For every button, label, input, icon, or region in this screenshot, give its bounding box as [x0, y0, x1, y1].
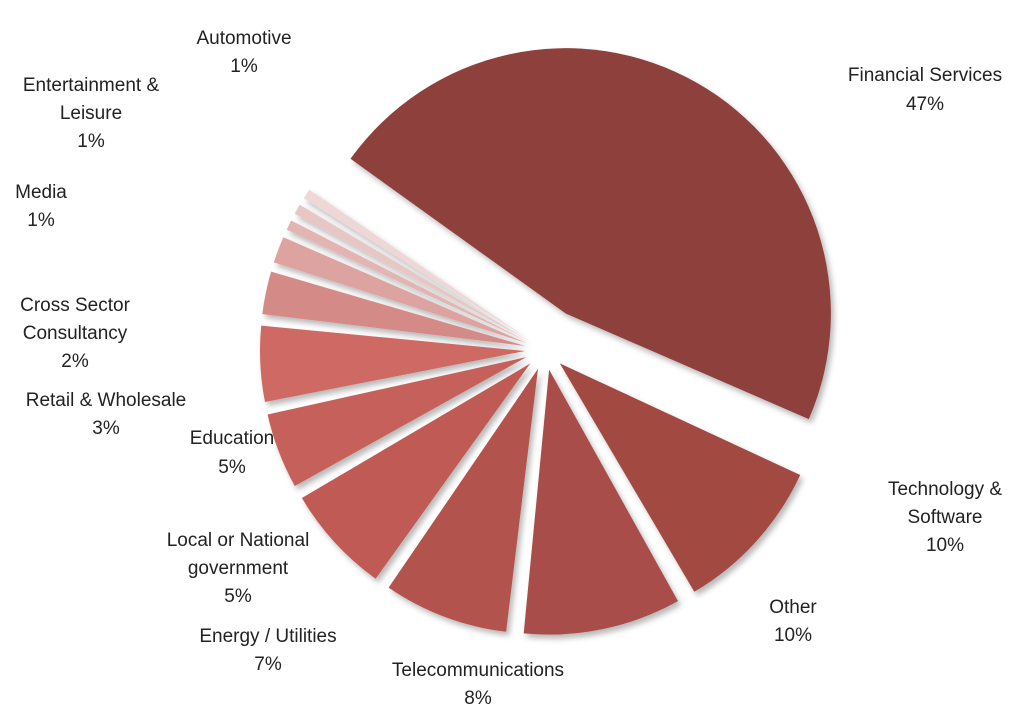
- slice-label-name: Automotive: [196, 28, 291, 49]
- slice-label-name: Telecommunications: [392, 660, 564, 681]
- slice-percent-label: 10%: [926, 535, 964, 556]
- slice-percent-label: 5%: [218, 457, 246, 478]
- slice-label-name: Leisure: [60, 103, 122, 124]
- slice-percent-label: 47%: [906, 94, 944, 115]
- slice-label-education: Education 5%: [190, 428, 275, 478]
- slice-label-name: Technology &: [888, 479, 1002, 500]
- slice-label-financial-services: Financial Services 47%: [848, 65, 1002, 115]
- pie-slice-automotive: [303, 189, 529, 339]
- slice-label-entertainment-leisure: Entertainment & Leisure 1%: [23, 75, 160, 152]
- pie-slice-media: [286, 220, 527, 342]
- slice-percent-label: 1%: [77, 131, 105, 152]
- pie-slice-technology-software: [559, 363, 801, 592]
- slice-label-automotive: Automotive 1%: [196, 28, 291, 77]
- slice-label-name: government: [188, 558, 289, 579]
- slice-label-technology-software: Technology & Software 10%: [888, 479, 1002, 556]
- slice-label-name: Retail & Wholesale: [26, 390, 187, 411]
- pie-slice-education: [260, 325, 525, 402]
- slice-percent-label: 3%: [92, 418, 120, 439]
- slice-label-name: Financial Services: [848, 65, 1002, 86]
- pie-slice-entertainment-leisure: [294, 204, 528, 341]
- pie-slices: [260, 48, 831, 635]
- slice-label-name: Software: [908, 507, 983, 528]
- pie-slice-energy-utilities: [301, 363, 531, 579]
- slice-percent-label: 8%: [464, 688, 492, 709]
- slice-label-name: Education: [190, 428, 275, 449]
- pie-slice-telecommunications: [388, 368, 538, 632]
- slice-label-name: Cross Sector: [20, 295, 130, 316]
- slice-label-retail-wholesale: Retail & Wholesale 3%: [26, 390, 187, 439]
- slice-label-name: Consultancy: [23, 323, 128, 344]
- pie-slice-cross-sector-consultancy: [273, 237, 527, 343]
- slice-percent-label: 2%: [61, 351, 89, 372]
- slice-percent-label: 1%: [230, 56, 258, 77]
- slice-label-telecommunications: Telecommunications 8%: [392, 660, 564, 709]
- slice-percent-label: 5%: [224, 586, 252, 607]
- slice-label-name: Other: [769, 597, 817, 618]
- slice-label-cross-sector-consultancy: Cross Sector Consultancy 2%: [20, 295, 130, 372]
- slice-percent-label: 10%: [774, 625, 812, 646]
- slice-label-name: Entertainment &: [23, 75, 160, 96]
- slice-label-energy-utilities: Energy / Utilities 7%: [199, 626, 336, 675]
- slice-percent-label: 1%: [27, 210, 55, 231]
- slice-label-media: Media 1%: [15, 182, 67, 231]
- slice-label-name: Media: [15, 182, 67, 203]
- slice-percent-label: 7%: [254, 654, 282, 675]
- pie-slice-local-or-national-government: [267, 357, 527, 486]
- pie-slice-other: [523, 369, 678, 635]
- pie-slice-retail-wholesale: [262, 271, 526, 346]
- slice-label-other: Other 10%: [769, 597, 817, 646]
- slice-label-name: Energy / Utilities: [199, 626, 336, 647]
- slice-label-local-national-government: Local or National government 5%: [167, 530, 310, 607]
- pie-slice-financial-services: [350, 48, 831, 420]
- slice-label-name: Local or National: [167, 530, 310, 551]
